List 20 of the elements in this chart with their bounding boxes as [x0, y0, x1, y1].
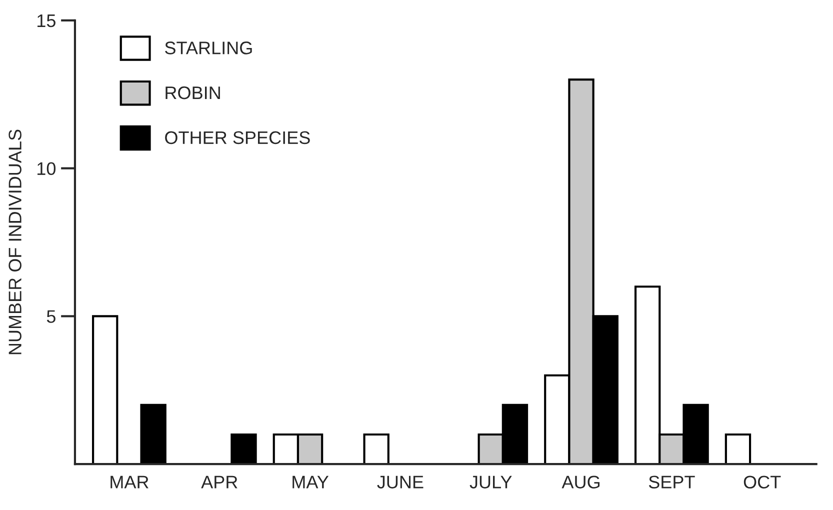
- legend-label: OTHER SPECIES: [165, 131, 310, 144]
- bar: [230, 433, 257, 464]
- bar: [140, 404, 166, 464]
- legend-label: ROBIN: [166, 86, 220, 100]
- bar: [92, 315, 118, 464]
- x-tick-label: AUG: [562, 476, 600, 488]
- bar: [363, 433, 390, 464]
- x-tick-label: OCT: [744, 476, 781, 488]
- x-tick-label: SEPT: [648, 476, 695, 488]
- y-axis-title: NUMBER OF INDIVIDUALS: [8, 130, 22, 354]
- legend-label: STARLING: [165, 42, 252, 54]
- bar: [724, 433, 752, 464]
- x-tick-label: JULY: [470, 476, 512, 488]
- y-tick-label: 5: [46, 310, 56, 323]
- y-tick-label: 15: [38, 14, 56, 28]
- x-tick-label: MAY: [292, 476, 329, 488]
- x-tick-label: JUNE: [377, 476, 424, 488]
- x-tick-label: APR: [201, 476, 238, 488]
- x-tick-label: MAR: [110, 476, 148, 488]
- y-tick-label: 10: [38, 162, 56, 176]
